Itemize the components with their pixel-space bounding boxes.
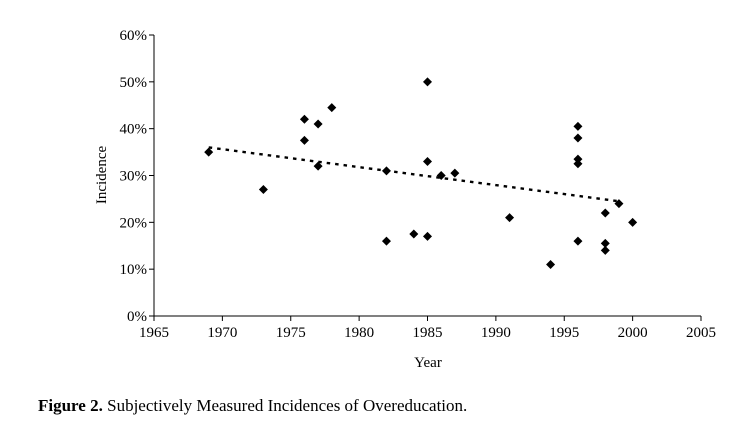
x-tick-label: 2005: [686, 325, 716, 341]
x-tick-label: 1980: [344, 325, 374, 341]
data-point: [423, 156, 432, 166]
trendline: [208, 146, 620, 203]
data-point: [299, 135, 309, 145]
y-tick-label: 20%: [120, 215, 148, 231]
data-point: [573, 133, 583, 143]
x-tick-label: 2000: [618, 325, 648, 341]
x-axis-title: Year: [414, 355, 442, 371]
x-tick-label: 1985: [413, 325, 443, 341]
data-point: [600, 245, 610, 255]
data-point: [258, 185, 268, 195]
plot-area: [204, 77, 638, 269]
data-point: [436, 171, 446, 180]
data-point: [573, 159, 583, 169]
figure-caption-text: Subjectively Measured Incidences of Over…: [107, 396, 468, 415]
y-tick-label: 0%: [127, 309, 147, 325]
data-point: [546, 259, 556, 269]
x-tick-label: 1990: [481, 325, 511, 341]
data-point: [505, 213, 515, 223]
data-point: [327, 103, 337, 113]
data-point: [423, 77, 432, 87]
data-point: [313, 119, 323, 129]
y-axis-title: Incidence: [94, 146, 110, 205]
data-point: [409, 229, 419, 239]
axes: 0% 10% 20% 30% 40% 50% 60% 1965 1970 1975 1980 1985…: [120, 28, 717, 341]
data-point: [423, 231, 432, 241]
y-tick-label: 10%: [120, 262, 148, 278]
y-tick-label: 60%: [120, 28, 148, 44]
data-point: [381, 166, 391, 176]
data-point: [450, 168, 460, 178]
x-tick-label: 1970: [207, 325, 237, 341]
data-point: [573, 121, 583, 131]
data-point: [204, 147, 214, 157]
scatter-chart: 0% 10% 20% 30% 40% 50% 60% 1965 1970 1975 1980 1985…: [94, 28, 717, 371]
x-tick-label: 1965: [139, 325, 169, 341]
x-tick-label: 1995: [549, 325, 579, 341]
data-point: [614, 199, 624, 209]
figure-caption: Figure 2. Subjectively Measured Incidenc…: [38, 396, 467, 416]
data-point: [600, 238, 610, 248]
y-tick-label: 50%: [120, 75, 148, 91]
x-tick-label: 1975: [276, 325, 306, 341]
data-point: [381, 236, 391, 246]
data-point: [299, 114, 309, 124]
y-tick-label: 30%: [120, 169, 148, 185]
data-point: [573, 154, 583, 164]
data-point: [600, 208, 610, 218]
figure-label: Figure 2.: [38, 396, 103, 415]
data-point: [313, 161, 323, 171]
data-point: [573, 236, 583, 246]
y-tick-label: 40%: [120, 122, 148, 138]
data-point: [628, 217, 638, 227]
